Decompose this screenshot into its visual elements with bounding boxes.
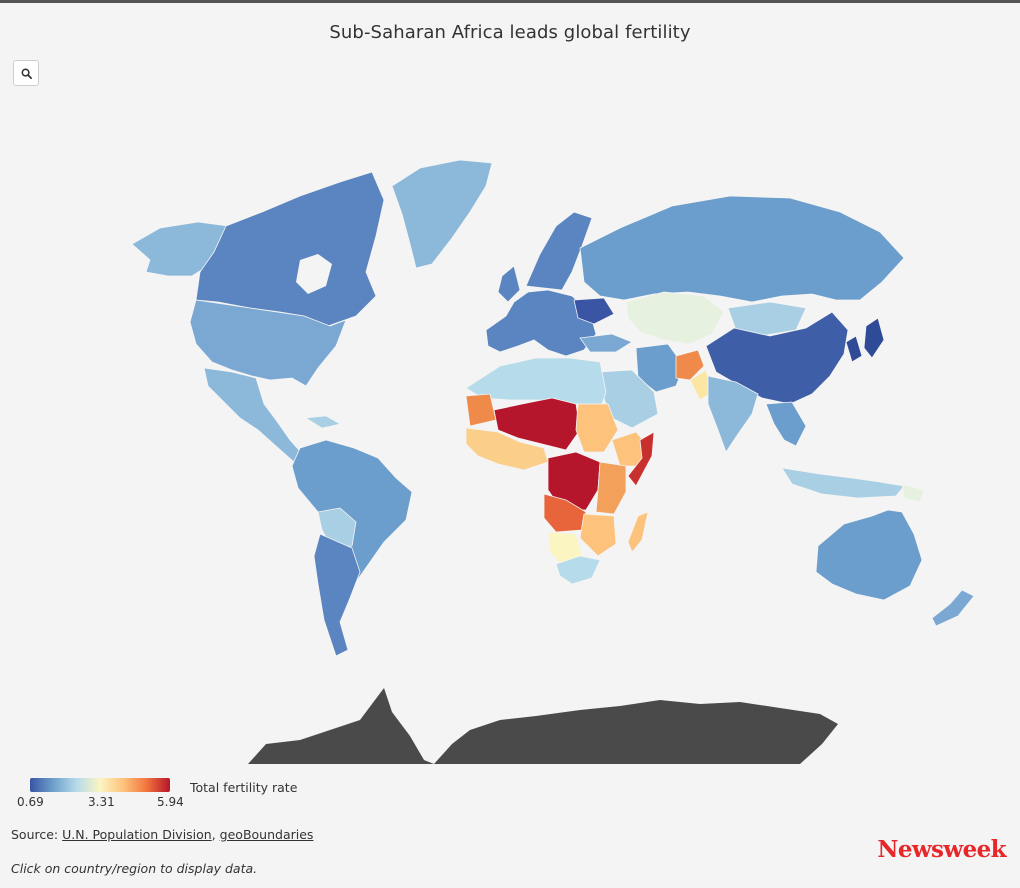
region-sudan[interactable]: [575, 403, 619, 453]
legend-gradient-bar: [30, 778, 170, 792]
region-mexico[interactable]: [203, 367, 307, 463]
region-caribbean[interactable]: [305, 415, 341, 429]
region-png[interactable]: [901, 483, 925, 503]
region-new-zealand[interactable]: [931, 589, 975, 627]
region-north-africa[interactable]: [465, 357, 607, 405]
region-korea-japan[interactable]: [845, 317, 885, 363]
source-line: Source: U.N. Population Division, geoBou…: [11, 827, 313, 842]
newsweek-logo: Newsweek: [877, 836, 1006, 863]
region-west-africa[interactable]: [465, 427, 549, 471]
source-link-un[interactable]: U.N. Population Division: [62, 827, 212, 842]
region-turkey[interactable]: [579, 333, 633, 353]
region-canada[interactable]: [195, 171, 385, 327]
region-greenland[interactable]: [391, 159, 493, 269]
region-united-states[interactable]: [189, 299, 347, 387]
region-australia[interactable]: [815, 509, 923, 601]
region-afghanistan[interactable]: [675, 349, 705, 381]
top-rule: [0, 0, 1020, 3]
region-madagascar[interactable]: [627, 511, 649, 553]
legend-max-label: 5.94: [157, 795, 184, 809]
region-indonesia[interactable]: [781, 467, 905, 499]
source-prefix: Source:: [11, 827, 63, 842]
search-icon: [21, 68, 32, 79]
region-southern-central[interactable]: [579, 513, 617, 557]
region-southeast-asia[interactable]: [765, 401, 807, 447]
region-india[interactable]: [707, 375, 759, 453]
region-kazakhstan[interactable]: [625, 291, 725, 345]
region-ukraine[interactable]: [573, 297, 615, 325]
region-east-africa[interactable]: [595, 461, 627, 515]
region-south-africa[interactable]: [555, 555, 601, 585]
instruction-note: Click on country/region to display data.: [11, 861, 258, 876]
region-mauritania[interactable]: [465, 393, 497, 427]
legend-min-label: 0.69: [17, 795, 44, 809]
hudson-bay: [296, 254, 332, 294]
region-drc[interactable]: [547, 451, 601, 511]
search-button[interactable]: [13, 60, 39, 86]
region-brazil[interactable]: [291, 439, 413, 583]
chart-title: Sub-Saharan Africa leads global fertilit…: [329, 22, 691, 43]
region-somalia[interactable]: [627, 431, 655, 487]
region-uk[interactable]: [497, 265, 521, 303]
legend-title: Total fertility rate: [190, 780, 298, 795]
source-link-geoboundaries[interactable]: geoBoundaries: [219, 827, 314, 842]
source-separator: ,: [211, 827, 220, 842]
legend-mid-label: 3.31: [88, 795, 115, 809]
world-map: [131, 159, 975, 764]
region-scandinavia[interactable]: [525, 211, 593, 291]
region-argentina-chile[interactable]: [313, 533, 361, 657]
region-russia[interactable]: [579, 195, 905, 303]
region-antarctica: [248, 688, 838, 764]
region-mali-niger-chad[interactable]: [493, 397, 581, 451]
